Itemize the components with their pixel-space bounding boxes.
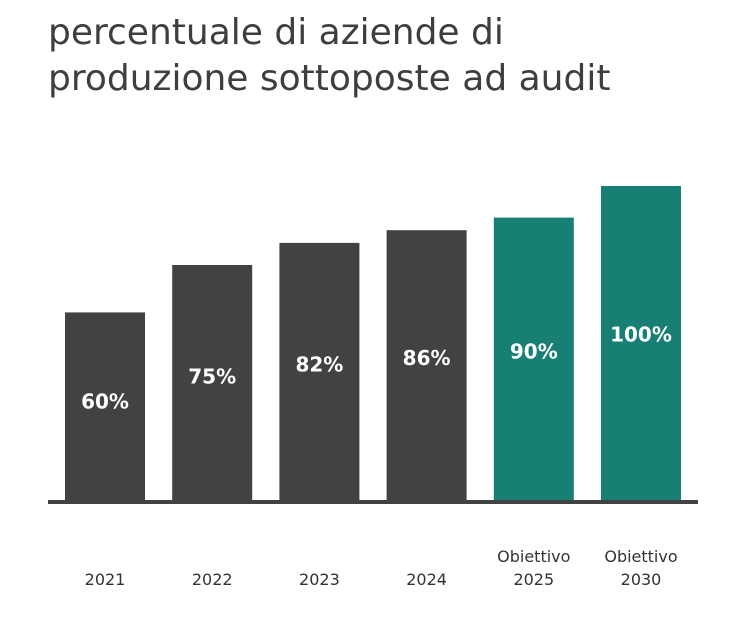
chart-title: percentuale di aziende di produzione sot… [48,10,728,102]
bar-3 [386,230,467,502]
category-label-3-line-0: 2024 [406,570,447,589]
bar-value-label-3: 86% [403,346,451,370]
bar-value-label-1: 75% [188,364,236,388]
category-label-5-line-0: Obiettivo [604,547,677,566]
bar-value-label-5: 100% [610,323,672,347]
category-label-group: 2021 2022 2023 2024 Obiettivo 2025 Obiettivo 20… [85,547,678,589]
bar-value-label-4: 90% [510,339,558,363]
bar-value-label-0: 60% [81,390,129,414]
bar-4 [493,217,574,502]
bar-value-label-2: 82% [295,353,343,377]
bar-5 [601,186,681,502]
value-label-group: 60% 75% 82% 86% 90% 100% [81,323,672,414]
category-label-5-line-1: 2030 [621,570,662,589]
bar-1 [172,265,253,502]
bar-0 [65,312,145,502]
chart-title-line-1: percentuale di aziende di [48,12,504,53]
category-label-0-line-0: 2021 [85,570,126,589]
category-label-1-line-0: 2022 [192,570,233,589]
category-label-2-line-0: 2023 [299,570,340,589]
category-label-4-line-1: 2025 [513,570,554,589]
category-label-4-line-0: Obiettivo [497,547,570,566]
chart-title-line-2: produzione sottoposte ad audit [48,58,611,99]
bar-2 [279,242,360,502]
bar-group [65,186,681,502]
